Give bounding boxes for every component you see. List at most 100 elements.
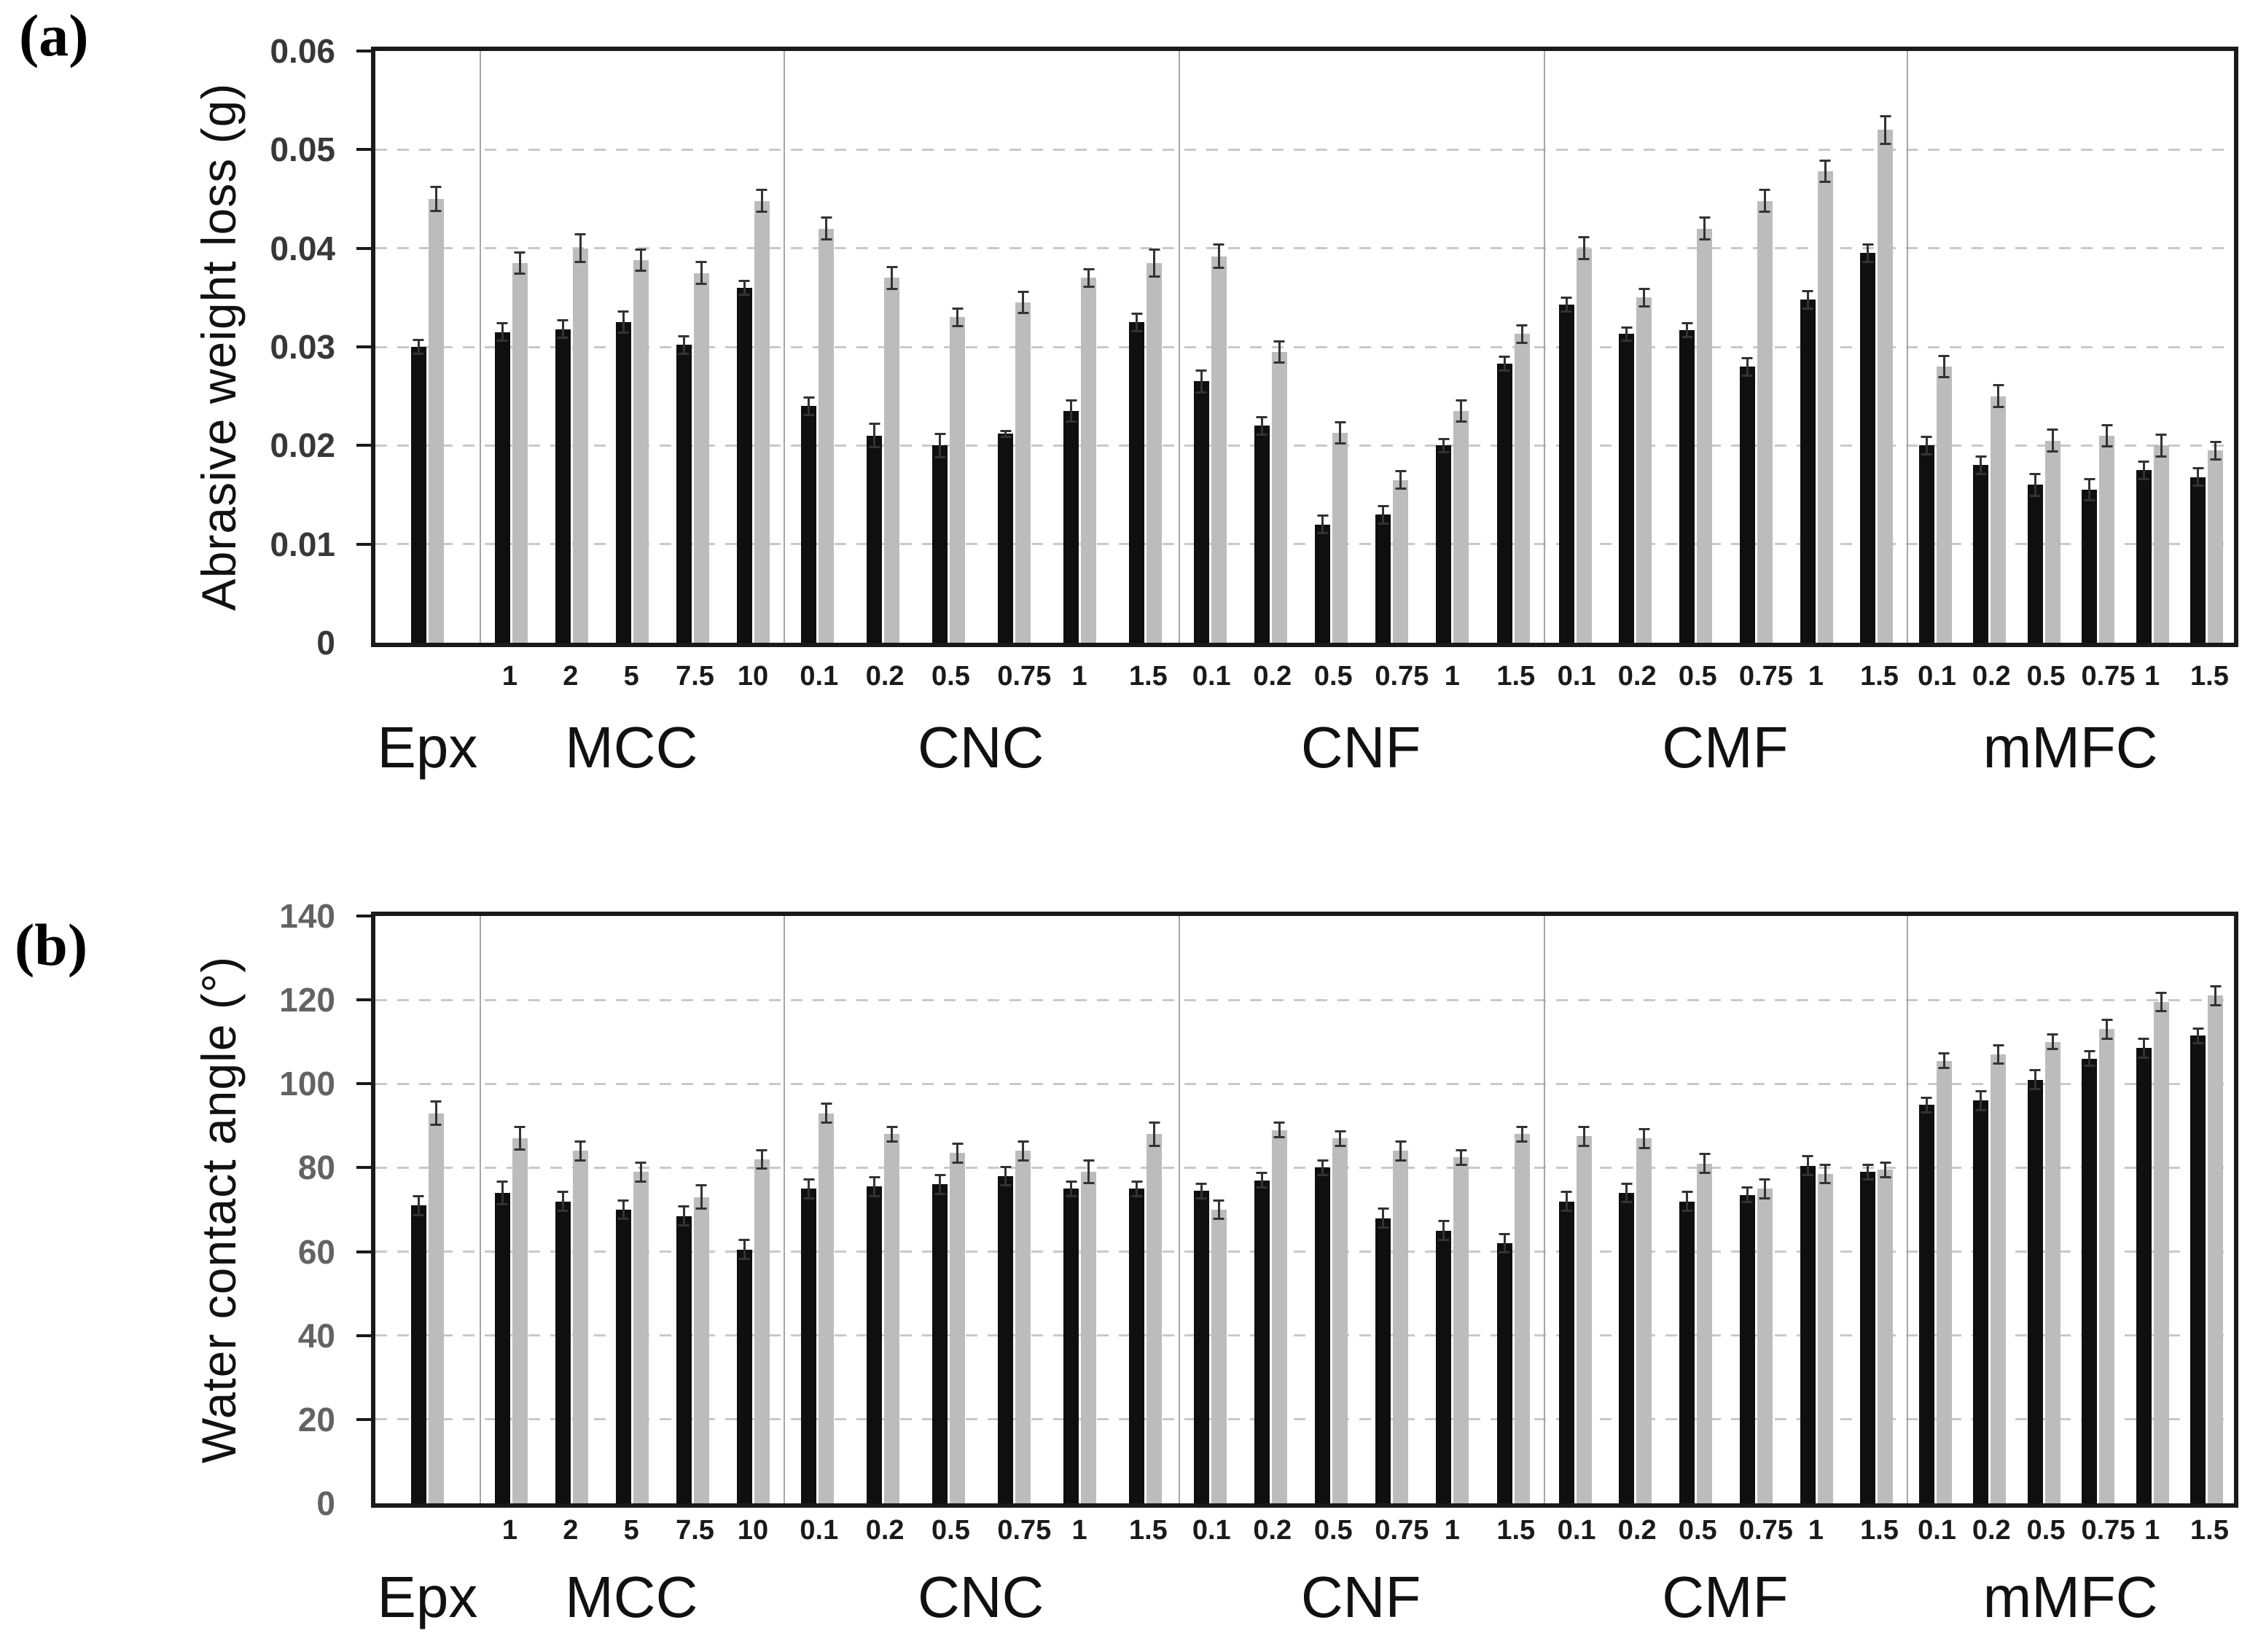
error-bar xyxy=(1516,1125,1528,1143)
gridline xyxy=(375,1082,2234,1085)
error-bar xyxy=(1083,1159,1095,1185)
error-line xyxy=(417,1194,420,1216)
bar-gray xyxy=(1453,1148,1469,1503)
error-cap-bottom xyxy=(1335,1144,1346,1147)
error-cap-bottom xyxy=(514,273,526,275)
error-bar xyxy=(1317,514,1329,535)
error-bar xyxy=(1862,1163,1874,1181)
error-bar xyxy=(617,310,629,334)
error-bar xyxy=(2084,478,2095,502)
y-tick-mark xyxy=(356,345,371,348)
y-tick-mark xyxy=(356,1417,371,1421)
error-line xyxy=(1997,1044,2000,1065)
error-bar xyxy=(1195,1182,1207,1199)
bar-pair xyxy=(1860,1161,1894,1503)
y-tick-label: 0.04 xyxy=(270,229,335,267)
error-line xyxy=(1686,1191,1689,1212)
bar-black xyxy=(736,280,752,643)
error-bar xyxy=(1741,1186,1753,1204)
error-line xyxy=(518,251,521,275)
error-cap-top xyxy=(1938,1052,1950,1055)
bar-black xyxy=(1679,1191,1695,1503)
error-cap-bottom xyxy=(695,1207,707,1210)
error-cap-bottom xyxy=(1921,1111,1932,1113)
error-cap-top xyxy=(695,261,707,264)
error-line xyxy=(1565,1191,1568,1212)
error-bar xyxy=(1456,1148,1467,1166)
error-cap-bottom xyxy=(1741,374,1753,377)
error-cap-top xyxy=(1395,1140,1407,1143)
error-line xyxy=(1087,267,1090,288)
error-bar xyxy=(2138,1037,2149,1059)
y-tick-mark xyxy=(356,1166,371,1170)
error-cap-top xyxy=(803,396,815,399)
bar-black xyxy=(1063,399,1079,643)
bar-black xyxy=(2082,1050,2098,1503)
conc-label: 0.2 xyxy=(1253,661,1292,692)
error-bar xyxy=(2047,428,2058,453)
bar-pair xyxy=(1375,1140,1409,1503)
concentration-labels: 1 2 5 7.5 10 0.1 0.2 0.5 0.75 1 1.5 0.1 0.2 0.5 0.75 1 1… xyxy=(375,1515,2234,1546)
group-label-CMF: CMF xyxy=(1662,715,1789,780)
error-cap-bottom xyxy=(1699,238,1711,240)
error-bar xyxy=(1621,326,1633,342)
error-line xyxy=(1200,1182,1203,1199)
conc-group-MCC: 1 2 5 7.5 10 xyxy=(480,661,784,692)
group-label-CMF: CMF xyxy=(1662,1565,1789,1629)
conc-label: 1.5 xyxy=(2190,661,2229,692)
error-line xyxy=(743,280,746,296)
error-cap-bottom xyxy=(2047,1048,2058,1051)
bar-gray xyxy=(1697,216,1713,643)
error-cap-bottom xyxy=(1131,329,1143,332)
gridline xyxy=(375,148,2234,151)
gridline xyxy=(375,444,2234,447)
bar-black xyxy=(2136,460,2152,643)
error-line xyxy=(561,1191,564,1212)
bar-pair xyxy=(2082,1019,2115,1503)
error-cap-bottom xyxy=(1195,391,1207,394)
error-line xyxy=(760,189,763,213)
error-cap-top xyxy=(869,423,880,426)
bar-gray xyxy=(693,261,709,643)
error-bar xyxy=(821,1103,832,1124)
error-cap-bottom xyxy=(1335,442,1346,445)
error-line xyxy=(1442,437,1445,454)
error-cap-bottom xyxy=(1802,307,1813,310)
error-bar xyxy=(617,1199,629,1221)
error-cap-top xyxy=(1499,1232,1510,1235)
group-labels: Epx MCC CNC CNF CMF mMFC xyxy=(375,1565,2234,1629)
error-bar xyxy=(1213,1199,1224,1221)
bar-pair xyxy=(932,1142,966,1503)
error-cap-bottom xyxy=(557,1209,569,1212)
conc-label: 1 xyxy=(1444,1515,1460,1546)
error-line xyxy=(1153,1121,1156,1147)
group-label-CNF: CNF xyxy=(1300,715,1421,780)
bar-pair xyxy=(2136,434,2169,643)
error-line xyxy=(1339,1130,1342,1147)
error-line xyxy=(561,319,564,340)
error-line xyxy=(700,261,703,285)
conc-group-mMFC: 0.1 0.2 0.5 0.75 1 1.5 xyxy=(1907,661,2234,692)
error-line xyxy=(1520,324,1523,344)
bar-gray xyxy=(1332,420,1348,643)
conc-label: 1 xyxy=(501,661,518,692)
y-tick-mark xyxy=(356,246,371,250)
bar-pair xyxy=(1918,354,1952,643)
error-bar xyxy=(1938,354,1950,379)
error-cap-top xyxy=(1256,1172,1267,1175)
error-bar xyxy=(678,1205,690,1227)
group-label-CNC: CNC xyxy=(917,1565,1044,1629)
bar-gray xyxy=(884,1125,900,1503)
conc-label: 0.75 xyxy=(2081,1515,2136,1546)
error-bar xyxy=(1741,356,1753,377)
error-cap-bottom xyxy=(1378,1226,1389,1229)
error-cap-bottom xyxy=(2047,450,2058,453)
conc-label: 1 xyxy=(1071,1515,1087,1546)
error-cap-bottom xyxy=(1975,1108,1987,1111)
error-cap-bottom xyxy=(557,337,569,340)
error-cap-top xyxy=(1000,429,1012,432)
error-line xyxy=(1746,1186,1749,1204)
y-tick-mark xyxy=(356,1250,371,1253)
error-line xyxy=(501,1180,504,1206)
